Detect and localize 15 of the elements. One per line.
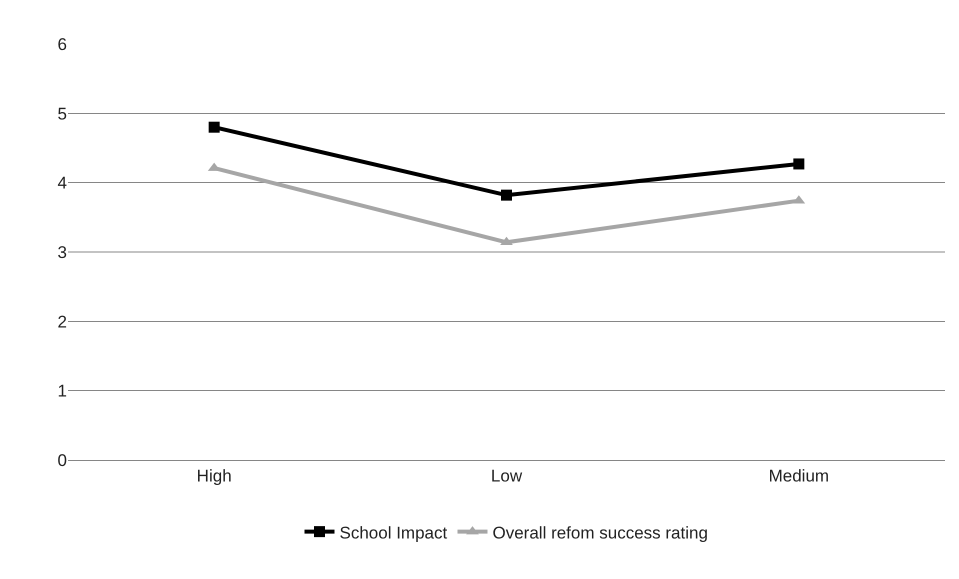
point bbox=[793, 158, 804, 170]
point bbox=[501, 190, 512, 201]
y-tick-label: 4 bbox=[58, 174, 67, 193]
point bbox=[208, 122, 220, 133]
x-tick-label: Low bbox=[490, 466, 523, 486]
y-tick-label: 1 bbox=[58, 382, 67, 401]
y-tick-label: 0 bbox=[58, 450, 67, 470]
legend-label: Overall refom success rating bbox=[492, 523, 708, 542]
y-tick-label: 6 bbox=[58, 34, 67, 54]
legend-label: School Impact bbox=[340, 523, 448, 542]
y-tick-label: 3 bbox=[58, 242, 67, 262]
y-tick-label: 5 bbox=[58, 104, 67, 124]
x-tick-label: High bbox=[196, 466, 232, 486]
y-tick-label: 2 bbox=[58, 312, 67, 332]
x-tick-label: Medium bbox=[768, 466, 830, 486]
